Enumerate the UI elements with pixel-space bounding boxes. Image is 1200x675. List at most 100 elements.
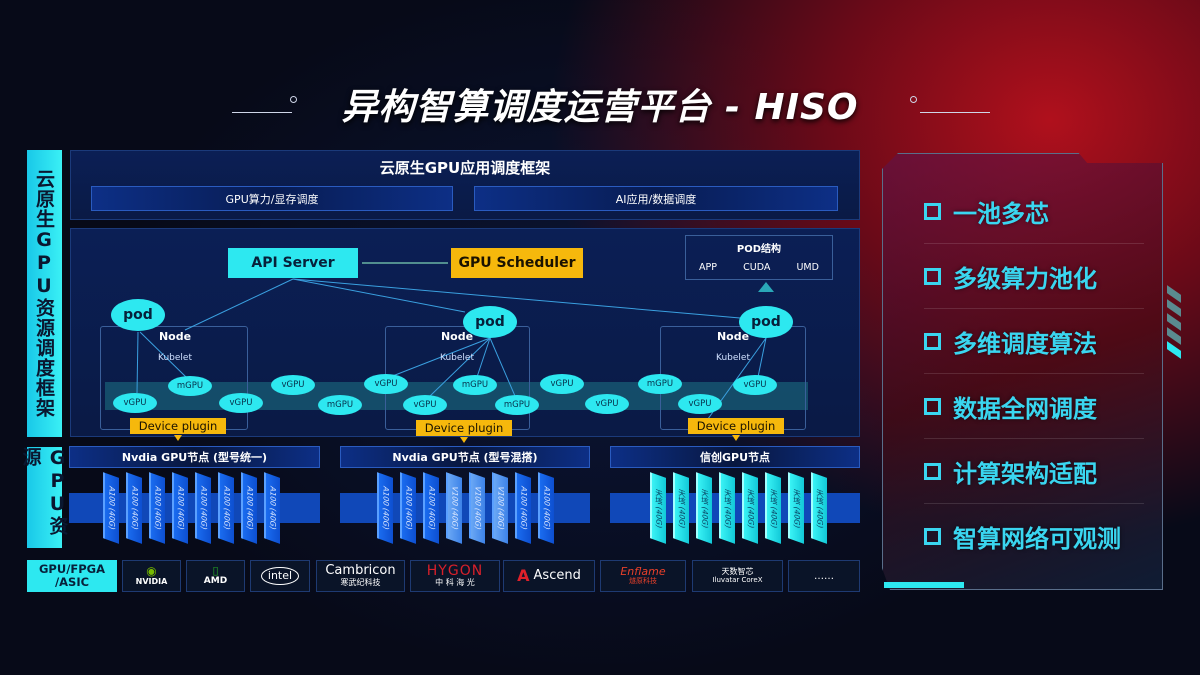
checkbox-icon	[924, 462, 941, 480]
node-label-3: Node	[716, 330, 750, 343]
gpu-slice: vGPU	[403, 395, 447, 415]
kubelet-3: Kubelet	[716, 353, 750, 363]
gpu-slice: vGPU	[733, 375, 777, 395]
features-panel	[882, 153, 1163, 590]
features-list: 一池多芯 多级算力池化 多维调度算法 数据全网调度 计算架构适配 智算网络可观测	[924, 195, 1144, 553]
gpu-chip: A100 (40G)	[423, 472, 439, 544]
pod-1: pod	[111, 299, 165, 331]
gpu-chip: A100 (40G)	[377, 472, 393, 544]
gpu-chip: 天垓 (40G)	[765, 472, 781, 544]
feature-label: 一池多芯	[953, 199, 1049, 228]
gpu-slice: vGPU	[219, 393, 263, 413]
logo-name: Cambricon	[325, 563, 396, 579]
arrow-down-icon	[460, 437, 468, 443]
arrow-down-icon	[174, 435, 182, 441]
pod-structure-title: POD结构	[736, 244, 782, 255]
pod-part-cuda: CUDA	[743, 262, 771, 273]
logo-sub: 燧原科技	[629, 577, 657, 586]
gpu-chip: A100 (40G)	[538, 472, 554, 544]
checkbox-icon	[924, 527, 941, 545]
logo-name: intel	[260, 566, 300, 586]
pod-3: pod	[739, 306, 793, 338]
arrow-down-icon	[732, 435, 740, 441]
gpu-slice: mGPU	[453, 375, 497, 395]
device-plugin-3: Device plugin	[688, 418, 784, 434]
gpu-chip: 天垓 (40G)	[650, 472, 666, 544]
framework-side-label: 云原生GPU资源调度框架	[27, 150, 62, 437]
gpu-slice: vGPU	[364, 374, 408, 394]
feature-label: 多级算力池化	[953, 264, 1097, 293]
logo-sub: 寒武纪科技	[340, 577, 381, 587]
gpu-chip: 天垓 (40G)	[742, 472, 758, 544]
device-plugin-1: Device plugin	[130, 418, 226, 434]
feature-item: 一池多芯	[924, 195, 1144, 228]
app-scheduling-title: 云原生GPU应用调度框架	[379, 159, 551, 177]
logo-name: HYGON	[426, 562, 484, 579]
gpu-chip: A100 (40G)	[103, 472, 119, 544]
gpu-chip: A100 (40G)	[218, 472, 234, 544]
panel-accent	[884, 582, 964, 588]
logo-name: 天数智芯	[721, 566, 754, 576]
gpu-chip: V100 (40G)	[446, 472, 462, 544]
logo-nvidia: ◉ NVIDIA	[122, 560, 181, 592]
gpu-node-header-1: Nvdia GPU节点 (型号统一)	[69, 446, 320, 468]
checkbox-icon	[924, 267, 941, 285]
node-label-1: Node	[158, 330, 192, 343]
pod-part-app: APP	[699, 262, 718, 273]
logo-sub: 中 科 海 光	[435, 578, 475, 588]
pod-structure-box: POD结构 APP CUDA UMD	[685, 235, 833, 280]
pod-part-umd: UMD	[796, 262, 819, 273]
device-plugin-2: Device plugin	[416, 420, 512, 436]
logo-intel: intel	[250, 560, 310, 592]
title-deco-left	[232, 112, 292, 113]
gpu-node-header-2: Nvdia GPU节点 (型号混搭)	[340, 446, 590, 468]
logo-hygon: HYGON 中 科 海 光	[410, 560, 500, 592]
kubelet-2: Kubelet	[440, 353, 474, 363]
gpu-node-header-3: 信创GPU节点	[610, 446, 860, 468]
gpu-chip: V100 (40G)	[492, 472, 508, 544]
gpu-chip: A100 (40G)	[195, 472, 211, 544]
gpu-chip: 天垓 (40G)	[811, 472, 827, 544]
logo-iluvatar: 天数智芯 Iluvatar CoreX	[692, 560, 783, 592]
checkbox-icon	[924, 397, 941, 415]
feature-label: 多维调度算法	[953, 329, 1097, 358]
gpu-chip: A100 (40G)	[149, 472, 165, 544]
logo-sub: Iluvatar CoreX	[712, 575, 763, 584]
logo-name: ……	[814, 570, 834, 582]
panel-stripes	[1167, 285, 1181, 359]
amd-chip-icon: ▯	[212, 564, 219, 577]
gpu-chip: A100 (40G)	[126, 472, 142, 544]
title-deco-right	[920, 112, 990, 113]
gpu-chip: 天垓 (40G)	[696, 472, 712, 544]
gpu-chip: 天垓 (40G)	[719, 472, 735, 544]
feature-item: 计算架构适配	[924, 455, 1144, 488]
gpu-chip: A100 (40G)	[241, 472, 257, 544]
nvidia-eye-icon: ◉	[146, 564, 157, 578]
node-label-2: Node	[440, 330, 474, 343]
feature-label: 智算网络可观测	[953, 524, 1121, 553]
gpu-slice: vGPU	[678, 394, 722, 414]
gpu-slice: vGPU	[113, 393, 157, 413]
logo-more: ……	[788, 560, 860, 592]
logo-name: Enflame	[620, 565, 666, 579]
vendors-label: GPU/FPGA /ASIC	[27, 560, 117, 592]
feature-label: 数据全网调度	[953, 394, 1097, 423]
api-server-box: API Server	[228, 248, 358, 278]
ascend-a-icon: A	[517, 566, 530, 586]
ai-data-scheduling: AI应用/数据调度	[474, 186, 838, 211]
gpu-slice: mGPU	[495, 395, 539, 415]
feature-item: 数据全网调度	[924, 390, 1144, 423]
gpu-compute-scheduling: GPU算力/显存调度	[91, 186, 453, 211]
feature-item: 多维调度算法	[924, 325, 1144, 358]
logo-cambricon: Cambricon 寒武纪科技	[316, 560, 405, 592]
gpu-chip: V100 (40G)	[469, 472, 485, 544]
checkbox-icon	[924, 202, 941, 220]
feature-item: 多级算力池化	[924, 260, 1144, 293]
logo-name: NVIDIA	[135, 577, 168, 587]
title-deco-dot-left	[290, 96, 297, 103]
gpu-chips-2: A100 (40G) A100 (40G) A100 (40G) V100 (40G)…	[377, 472, 554, 544]
gpu-slice: mGPU	[318, 395, 362, 415]
page-title: 异构智算调度运营平台 - HISO	[341, 87, 859, 128]
logo-name: Ascend	[533, 567, 581, 583]
